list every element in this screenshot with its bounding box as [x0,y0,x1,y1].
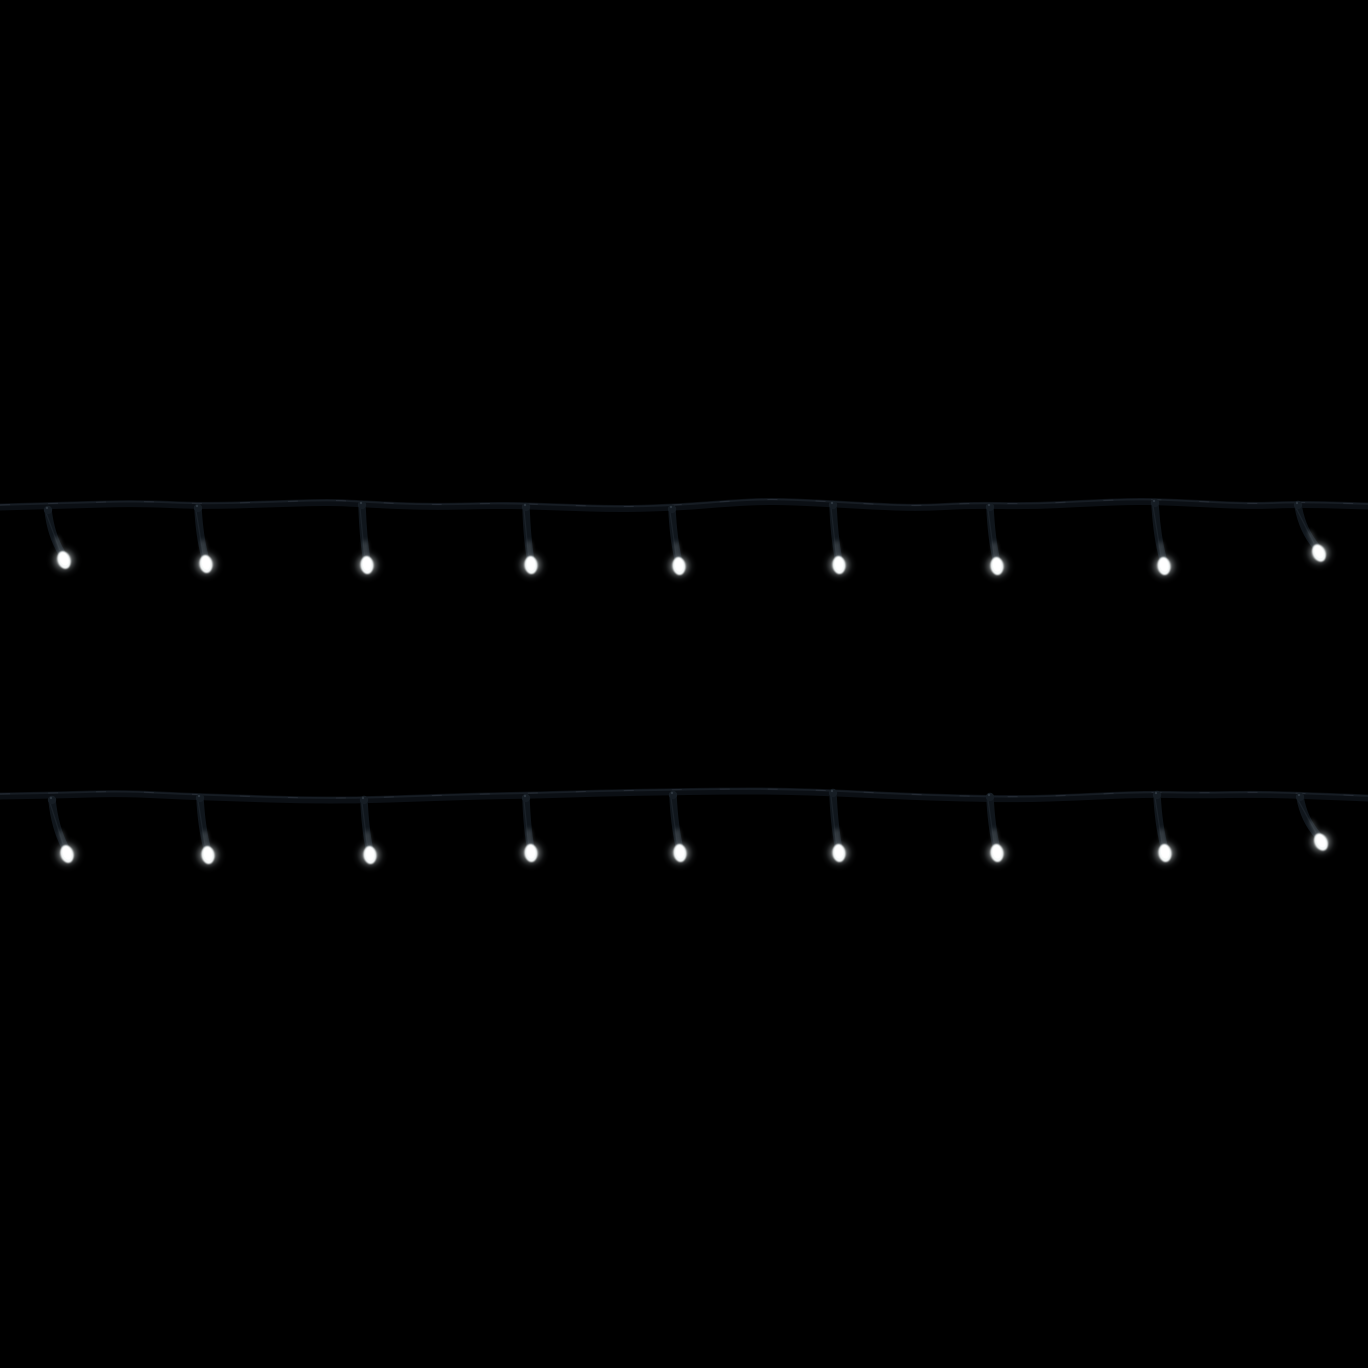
connector-glint [1154,791,1158,795]
connector-glint [523,794,527,798]
light-bulb [1295,792,1340,861]
light-bulb [1145,498,1183,585]
bulb-connector [47,795,57,805]
bulb-connector [985,792,995,802]
bulb-connector [985,502,995,512]
bulb-connector [359,795,369,805]
light-bulb [660,504,698,585]
led-hot-spot [1160,845,1170,859]
led-hot-spot [526,557,536,571]
light-bulb [820,500,858,584]
cable-glint [0,788,1368,799]
connector-glint [523,503,527,507]
light-bulb [978,502,1016,585]
bulb-connector [828,500,838,510]
connector-glint [361,796,365,800]
led-hot-spot [362,557,372,571]
bulb-connector [195,793,205,803]
bulb-connector [521,793,531,803]
light-bulb [348,500,386,584]
led-hot-spot [674,558,684,572]
led-hot-spot [62,846,72,860]
light-bulb [512,793,550,872]
bulb-connector [828,788,838,798]
light-string-bottom [0,787,1368,874]
cable-sheen [0,498,1368,508]
string-cable [0,498,1368,512]
cable-sheen [0,788,1368,799]
led-hot-spot [59,552,69,566]
string-cable [0,787,1368,804]
light-bulb [1293,500,1338,572]
bulb-connector [1293,500,1303,510]
led-hot-spot [1314,545,1324,559]
connector-glint [49,796,53,800]
bulb-connector [193,503,203,513]
bulb-connector [1295,792,1305,802]
bulb-connector [521,502,531,512]
light-bulb [661,790,699,872]
connector-glint [1152,499,1156,503]
led-hot-spot [526,845,536,859]
led-hot-spot [992,845,1002,859]
bulb-connector [667,504,677,514]
bulb-connector [1150,498,1160,508]
light-bulb [351,795,389,874]
connector-glint [830,789,834,793]
connector-glint [197,794,201,798]
bulb-connector [43,505,53,515]
connector-glint [1297,793,1301,797]
bulb-connector [668,790,678,800]
connector-glint [830,501,834,505]
led-hot-spot [675,845,685,859]
light-string-top [0,498,1368,585]
light-bulb [512,502,550,584]
connector-glint [669,505,673,509]
connector-glint [1295,501,1299,505]
light-bulb [189,793,227,874]
led-hot-spot [1159,558,1169,572]
led-hot-spot [834,557,844,571]
led-hot-spot [203,847,213,861]
led-hot-spot [365,847,375,861]
led-hot-spot [201,556,211,570]
led-hot-spot [1316,834,1326,848]
light-bulb [820,788,858,872]
connector-glint [987,503,991,507]
led-hot-spot [834,845,844,859]
light-bulb [47,795,86,873]
led-hot-spot [992,558,1002,572]
connector-glint [45,506,49,510]
connector-glint [359,501,363,505]
light-bulb [978,792,1016,872]
bulb-connector [1152,790,1162,800]
light-bulb [43,505,83,579]
connector-glint [987,793,991,797]
connector-glint [195,504,199,508]
light-bulb [1146,790,1184,872]
light-bulb [187,503,225,583]
bulb-connector [357,500,367,510]
connector-glint [670,791,674,795]
